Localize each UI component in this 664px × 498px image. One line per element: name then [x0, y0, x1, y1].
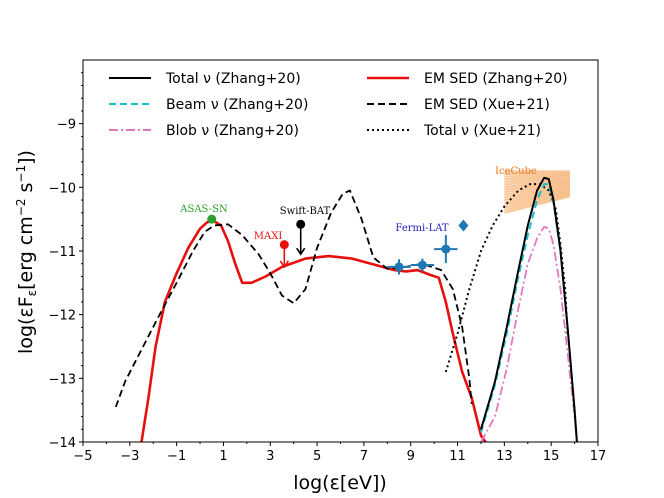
annotation-icecube: IceCube [495, 166, 537, 177]
x-tick-label: 5 [313, 449, 321, 464]
x-tick-label: 7 [360, 449, 368, 464]
x-tick-label: 13 [496, 449, 513, 464]
x-tick-label: 17 [590, 449, 607, 464]
icecube-flux-line [504, 192, 571, 209]
icecube-flux-line [504, 179, 571, 189]
icecube-flux-line [504, 195, 571, 214]
annotation-asas-sn: ASAS-SN [179, 204, 228, 215]
tick-label-layer: −5 −3 −1 1 3 5 7 9 11 13 15 17−14−13−12−11−10−9 [49, 118, 607, 464]
ul-point-swift-bat [296, 219, 306, 229]
y-tick-label: −13 [49, 372, 76, 387]
legend: Total ν (Zhang+20) Beam ν (Zhang+20) Blo… [109, 71, 568, 139]
ul-arrow-maxi [279, 260, 289, 269]
series-em-zhang [140, 219, 487, 442]
annotation-swift-bat: Swift-BAT [280, 206, 331, 217]
ul-point-maxi [279, 240, 289, 250]
legend-label-total-zhang: Total ν (Zhang+20) [165, 71, 301, 87]
legend-label-blob-zhang: Blob ν (Zhang+20) [166, 123, 299, 139]
annotation-maxi: MAXI [254, 231, 283, 242]
annotation-fermi-lat: Fermi-LAT [395, 223, 448, 234]
series-beam-zhang [480, 183, 578, 442]
y-tick-label: −10 [49, 181, 76, 196]
icecube-flux-line [504, 188, 571, 204]
x-tick-label: 1 [219, 449, 227, 464]
legend-label-total-xue: Total ν (Xue+21) [423, 123, 541, 139]
y-tick-label: −12 [49, 309, 76, 324]
legend-label-em-xue: EM SED (Xue+21) [424, 97, 550, 113]
point-fermi-1 [394, 262, 404, 272]
icecube-flux-line [504, 178, 570, 186]
data-points-layer [207, 214, 469, 275]
y-tick-label: −9 [57, 118, 76, 133]
icecube-flux-line [504, 174, 570, 181]
x-tick-label: 11 [449, 449, 466, 464]
x-tick-label: −3 [120, 449, 139, 464]
series-blob-zhang [480, 225, 578, 442]
icecube-flux-line [504, 176, 570, 183]
plot-area [83, 60, 598, 442]
x-tick-label: −1 [167, 449, 186, 464]
legend-label-beam-zhang: Beam ν (Zhang+20) [166, 97, 308, 113]
x-tick-label: −5 [73, 449, 92, 464]
point-fermi-3 [441, 244, 451, 254]
point-fermi-2 [417, 260, 427, 270]
y-tick-label: −14 [49, 436, 76, 451]
plot-frame [82, 59, 599, 443]
x-axis-title: log(ε[eV]) [293, 472, 387, 494]
ul-arrow-swift-bat [296, 247, 306, 256]
icecube-flux-line [504, 173, 570, 178]
series-total-zhang [480, 176, 578, 442]
x-tick-label: 15 [543, 449, 560, 464]
icecube-flux-line [504, 190, 571, 207]
legend-label-em-zhang: EM SED (Zhang+20) [424, 71, 568, 87]
icecube-flux-line [504, 182, 571, 194]
y-tick-label: −11 [49, 245, 76, 260]
y-axis-title: log(εFε[erg cm−2 s−1]) [14, 150, 39, 354]
point-asas-sn [207, 214, 217, 224]
x-tick-label: 9 [407, 449, 415, 464]
icecube-flux-line [504, 181, 571, 191]
point-fermi-ul [458, 219, 469, 232]
x-tick-label: 3 [266, 449, 274, 464]
icecube-flux-line [504, 171, 570, 176]
